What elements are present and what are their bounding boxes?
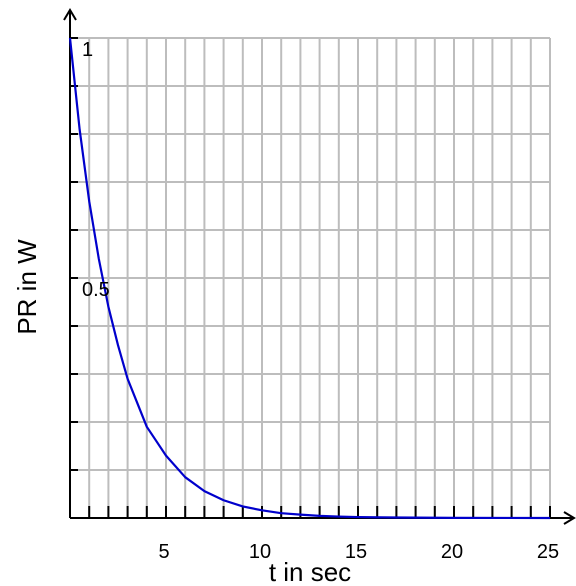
x-tick-label: 15	[345, 541, 367, 563]
y-tick-label: 1	[82, 39, 93, 61]
y-axis-arrow	[63, 8, 77, 21]
series-layer	[68, 37, 551, 520]
x-axis-label: t in sec	[269, 557, 351, 586]
x-tick-label: 25	[537, 541, 559, 563]
tick-labels: 5 10 15 20 25 0.5 1	[82, 39, 559, 563]
x-tick-label: 10	[249, 541, 271, 563]
x-tick-label: 5	[158, 541, 169, 563]
y-axis-label: PR in W	[12, 239, 42, 335]
x-tick-label: 20	[441, 541, 463, 563]
series-line-0	[68, 37, 551, 520]
x-axis-arrow	[563, 511, 576, 525]
grid	[70, 37, 551, 518]
y-tick-label: 0.5	[82, 279, 110, 301]
